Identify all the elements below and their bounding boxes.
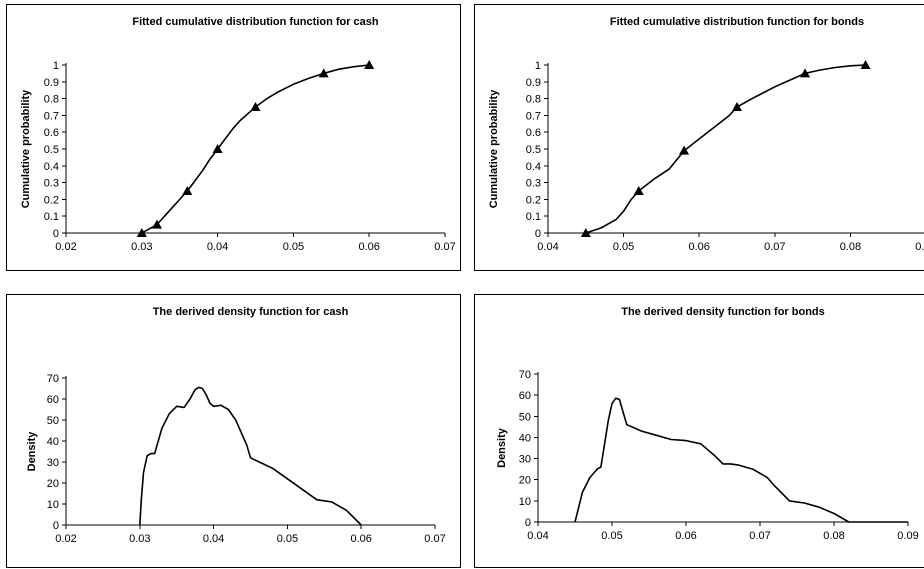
y-tick-label: 0 (525, 517, 531, 529)
x-tick-label: 0.02 (55, 533, 76, 545)
y-tick-label: 0.3 (526, 178, 541, 190)
x-tick-label: 0.08 (840, 241, 861, 253)
x-tick-label: 0.04 (537, 241, 558, 253)
y-tick-label: 0.6 (526, 127, 541, 139)
x-tick-label: 0.05 (601, 530, 622, 542)
y-axis-label-cdf-cash: Cumulative probability (20, 89, 32, 208)
y-tick-label: 0.3 (44, 178, 59, 190)
x-tick-label: 0.09 (897, 530, 918, 542)
y-tick-label: 0.1 (44, 211, 59, 223)
y-tick-label: 10 (519, 496, 531, 508)
x-tick-label: 0.07 (764, 241, 785, 253)
data-point-marker (212, 144, 223, 153)
panel-density-bonds: The derived density function for bonds De… (474, 294, 924, 568)
y-tick-label: 10 (47, 499, 59, 511)
y-tick-label: 30 (47, 457, 59, 469)
y-tick-label: 40 (519, 432, 531, 444)
y-tick-label: 0.5 (526, 144, 541, 156)
y-axis-label-density-bonds: Density (496, 427, 508, 468)
panel-cdf-bonds: Fitted cumulative distribution function … (474, 4, 924, 271)
y-tick-label: 0.5 (44, 144, 59, 156)
y-tick-label: 0 (53, 228, 59, 240)
y-tick-label: 0.7 (526, 110, 541, 122)
x-tick-label: 0.07 (424, 533, 445, 545)
data-point-marker (182, 186, 193, 195)
data-point-marker (860, 60, 871, 69)
series-line-density-bonds (574, 397, 908, 523)
x-tick-label: 0.06 (350, 533, 371, 545)
y-tick-label: 0.8 (44, 94, 59, 106)
x-tick-label: 0.05 (277, 533, 298, 545)
y-tick-label: 60 (519, 390, 531, 402)
y-tick-label: 0.9 (526, 77, 541, 89)
y-tick-label: 0 (53, 520, 59, 532)
x-tick-label: 0.02 (55, 241, 76, 253)
y-tick-label: 0.8 (526, 94, 541, 106)
y-tick-label: 20 (519, 475, 531, 487)
x-tick-label: 0.04 (207, 241, 228, 253)
y-tick-label: 70 (519, 369, 531, 381)
y-tick-label: 0.6 (44, 127, 59, 139)
chart-density-bonds: The derived density function for bonds De… (496, 306, 919, 542)
series-line-density-cash (139, 386, 362, 526)
y-tick-label: 0 (535, 228, 541, 240)
chart-density-cash: The derived density function for cash Den… (26, 306, 446, 545)
chart-title-density-cash: The derived density function for cash (153, 306, 349, 318)
data-point-marker (633, 186, 644, 195)
y-tick-label: 0.7 (44, 110, 59, 122)
y-tick-label: 1 (53, 60, 59, 72)
x-tick-label: 0.05 (283, 241, 304, 253)
y-tick-label: 70 (47, 373, 59, 385)
y-tick-label: 0.1 (526, 211, 541, 223)
y-tick-label: 0.4 (526, 161, 541, 173)
x-tick-label: 0.06 (688, 241, 709, 253)
chart-title-density-bonds: The derived density function for bonds (621, 306, 825, 318)
x-tick-label: 0.03 (131, 241, 152, 253)
series-line-cdf-cash (141, 64, 370, 234)
x-tick-label: 0.04 (203, 533, 224, 545)
panel-density-cash: The derived density function for cash Den… (6, 294, 461, 568)
x-tick-label: 0.08 (823, 530, 844, 542)
y-tick-label: 50 (519, 411, 531, 423)
y-tick-label: 1 (535, 60, 541, 72)
y-axis-label-density-cash: Density (26, 431, 38, 472)
y-tick-label: 0.9 (44, 77, 59, 89)
y-tick-label: 0.4 (44, 161, 59, 173)
y-tick-label: 20 (47, 478, 59, 490)
y-tick-label: 50 (47, 415, 59, 427)
x-tick-label: 0.03 (129, 533, 150, 545)
y-axis-label-cdf-bonds: Cumulative probability (488, 89, 500, 208)
chart-title-cdf-cash: Fitted cumulative distribution function … (132, 16, 379, 28)
chart-cdf-cash: Fitted cumulative distribution function … (20, 16, 456, 253)
x-tick-label: 0.07 (434, 241, 455, 253)
x-tick-label: 0.05 (613, 241, 634, 253)
y-tick-label: 40 (47, 436, 59, 448)
x-tick-label: 0.06 (358, 241, 379, 253)
data-point-marker (679, 145, 690, 155)
y-tick-label: 60 (47, 394, 59, 406)
data-point-marker (136, 228, 147, 237)
data-point-marker (580, 228, 591, 237)
x-tick-label: 0.09 (915, 241, 924, 253)
data-point-marker (364, 60, 375, 69)
data-point-marker (250, 102, 261, 111)
chart-title-cdf-bonds: Fitted cumulative distribution function … (610, 16, 864, 28)
data-point-marker (151, 219, 162, 229)
chart-cdf-bonds: Fitted cumulative distribution function … (488, 16, 924, 253)
y-tick-label: 0.2 (526, 194, 541, 206)
data-point-marker (732, 102, 742, 111)
x-tick-label: 0.04 (527, 530, 548, 542)
panel-cdf-cash: Fitted cumulative distribution function … (6, 4, 461, 271)
y-tick-label: 0.2 (44, 194, 59, 206)
series-line-cdf-bonds (585, 64, 866, 234)
data-point-marker (318, 68, 329, 78)
x-tick-label: 0.06 (675, 530, 696, 542)
x-tick-label: 0.07 (749, 530, 770, 542)
y-tick-label: 30 (519, 454, 531, 466)
data-point-marker (800, 68, 811, 78)
